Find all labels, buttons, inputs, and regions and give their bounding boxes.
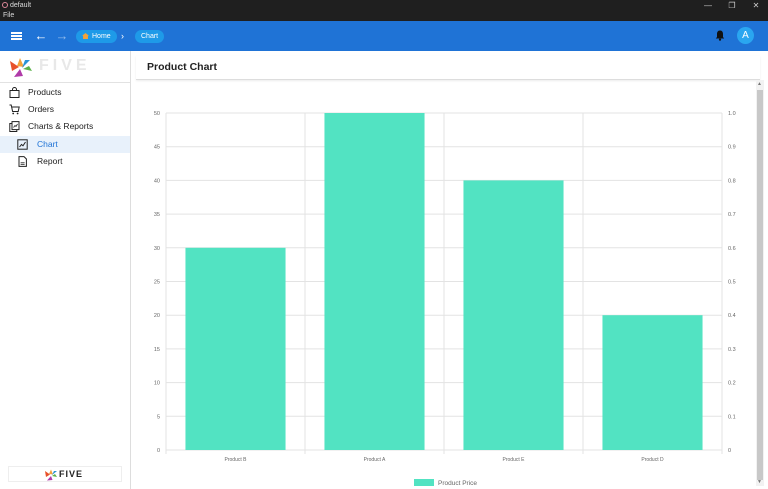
sidebar-item-label: Products bbox=[28, 87, 62, 97]
y2-tick-label: 0.3 bbox=[728, 347, 736, 353]
close-button[interactable]: ✕ bbox=[752, 1, 760, 10]
y-tick-label: 35 bbox=[154, 212, 160, 218]
y-tick-label: 45 bbox=[154, 145, 160, 151]
logo-text: FIVE bbox=[59, 469, 84, 479]
y2-tick-label: 0 bbox=[728, 448, 731, 454]
app-icon bbox=[2, 2, 8, 8]
sidebar-item-charts-reports[interactable]: Charts & Reports bbox=[0, 118, 130, 135]
y2-tick-label: 0.6 bbox=[728, 246, 736, 252]
bar-product-a bbox=[324, 113, 425, 450]
scrollbar-thumb[interactable] bbox=[757, 90, 763, 480]
product-chart: 0 5 10 15 20 25 30 35 40 45 50 0 0.1 0.2 0.3 0.4 0.5 0.6 0… bbox=[154, 111, 736, 487]
sidebar-item-report[interactable]: Report bbox=[0, 153, 130, 170]
menu-file[interactable]: File bbox=[3, 12, 15, 19]
sidebar: FIVE Products Orders Charts & Reports Ch… bbox=[0, 51, 131, 489]
sidebar-item-label: Report bbox=[37, 156, 63, 166]
five-logo-small-icon bbox=[45, 469, 57, 481]
sidebar-item-orders[interactable]: Orders bbox=[0, 101, 130, 118]
y2-tick-label: 1.0 bbox=[728, 111, 736, 117]
x-tick-label: Product D bbox=[641, 457, 664, 463]
y-tick-label: 50 bbox=[154, 111, 160, 117]
home-icon bbox=[82, 33, 89, 39]
minimize-button[interactable]: — bbox=[704, 1, 712, 10]
vertical-scrollbar[interactable] bbox=[756, 80, 764, 486]
menu-bar: File bbox=[0, 11, 768, 21]
x-tick-label: Product B bbox=[225, 457, 248, 463]
page-header: Product Chart bbox=[136, 56, 760, 80]
sidebar-divider bbox=[0, 82, 130, 83]
logo-text: FIVE bbox=[39, 57, 91, 74]
sidebar-item-chart[interactable]: Chart bbox=[0, 136, 130, 153]
sidebar-item-label: Orders bbox=[28, 104, 54, 114]
report-icon bbox=[18, 156, 27, 167]
notification-bell-icon[interactable] bbox=[715, 30, 725, 41]
y-tick-label: 10 bbox=[154, 381, 160, 387]
sidebar-item-products[interactable]: Products bbox=[0, 84, 130, 101]
scroll-down-arrow-icon[interactable]: ▼ bbox=[757, 479, 762, 485]
sidebar-item-label: Charts & Reports bbox=[28, 121, 94, 131]
x-tick-label: Product A bbox=[364, 457, 386, 463]
legend-swatch bbox=[414, 479, 434, 486]
shopping-bag-icon bbox=[9, 87, 20, 98]
bottom-five-logo: FIVE bbox=[8, 466, 122, 482]
y-tick-label: 20 bbox=[154, 313, 160, 319]
y-tick-label: 25 bbox=[154, 280, 160, 286]
sidebar-item-label: Chart bbox=[37, 139, 58, 149]
y2-tick-label: 0.8 bbox=[728, 178, 736, 184]
charts-reports-icon bbox=[9, 121, 20, 132]
window-title-bar: default — ❐ ✕ bbox=[0, 0, 768, 11]
breadcrumb-home[interactable]: Home bbox=[76, 30, 117, 43]
user-avatar[interactable]: A bbox=[737, 27, 754, 44]
back-arrow-icon[interactable]: ← bbox=[34, 28, 48, 43]
y-tick-label: 40 bbox=[154, 178, 160, 184]
breadcrumb-chart[interactable]: Chart bbox=[135, 30, 165, 43]
cart-icon bbox=[9, 104, 20, 115]
y-tick-label: 5 bbox=[157, 414, 160, 420]
chart-icon bbox=[17, 139, 28, 150]
y-tick-label: 30 bbox=[154, 246, 160, 252]
breadcrumb-separator: › bbox=[121, 31, 124, 41]
bar-product-d bbox=[602, 315, 703, 450]
page-title: Product Chart bbox=[147, 61, 218, 73]
y-tick-label: 0 bbox=[157, 448, 160, 454]
y2-tick-label: 0.9 bbox=[728, 145, 736, 151]
bar-product-b bbox=[185, 247, 286, 450]
scroll-up-arrow-icon[interactable]: ▲ bbox=[757, 81, 762, 87]
maximize-button[interactable]: ❐ bbox=[728, 1, 736, 10]
y2-tick-label: 0.2 bbox=[728, 381, 736, 387]
five-logo bbox=[10, 58, 32, 77]
y-tick-label: 15 bbox=[154, 347, 160, 353]
legend-label: Product Price bbox=[438, 480, 477, 487]
hamburger-menu-button[interactable] bbox=[10, 29, 24, 43]
y2-tick-label: 0.7 bbox=[728, 212, 736, 218]
y2-tick-label: 0.4 bbox=[728, 313, 736, 319]
forward-arrow-icon[interactable]: → bbox=[55, 28, 69, 43]
x-tick-label: Product E bbox=[503, 457, 526, 463]
y2-tick-label: 0.5 bbox=[728, 280, 736, 286]
window-title: default bbox=[10, 2, 32, 9]
app-bar: ← → Home › Chart bbox=[0, 21, 768, 51]
bar-product-e bbox=[463, 180, 564, 450]
y2-tick-label: 0.1 bbox=[728, 414, 736, 420]
